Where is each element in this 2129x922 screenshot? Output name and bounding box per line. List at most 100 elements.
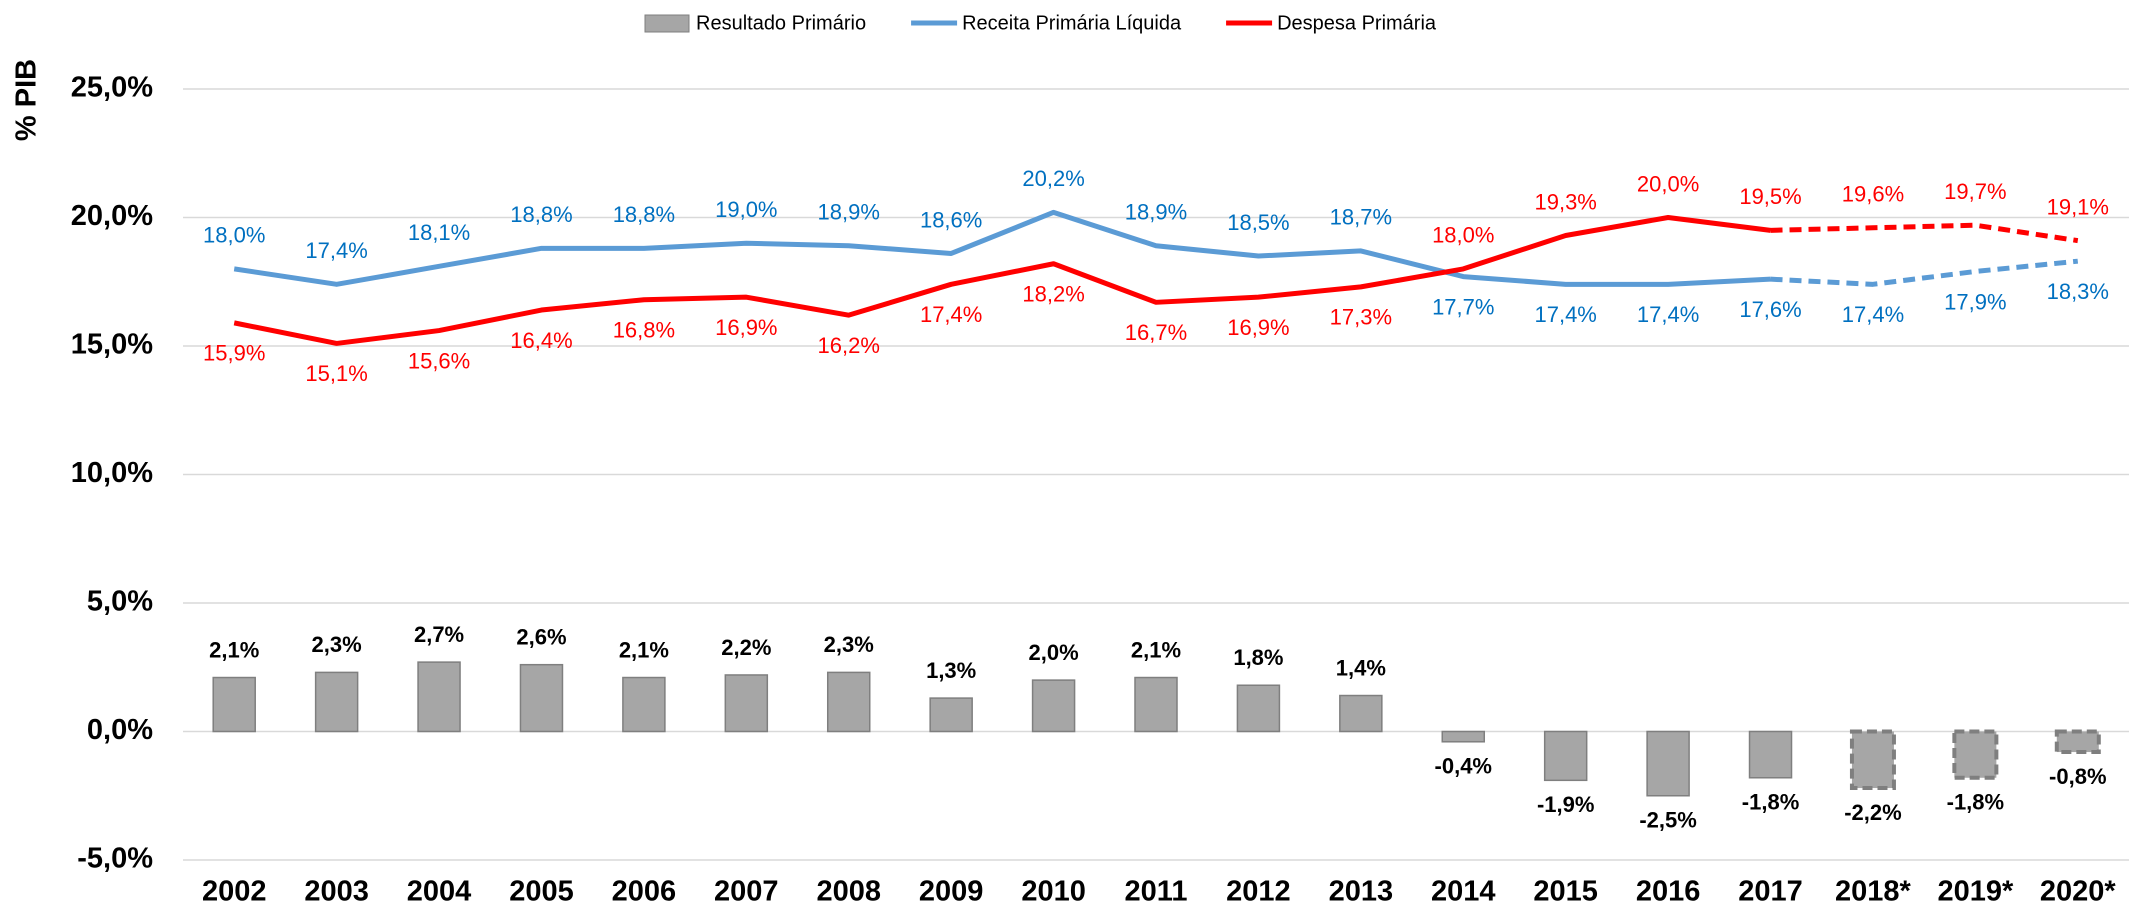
line-value-label: 19,7%: [1944, 179, 2006, 204]
y-tick-label: 25,0%: [71, 72, 153, 104]
y-tick-label: 5,0%: [87, 586, 153, 618]
bar: [519, 663, 564, 733]
x-tick-label: 2014: [1431, 876, 1496, 908]
x-tick-label: 2011: [1125, 876, 1188, 908]
x-tick-label: 2004: [407, 876, 472, 908]
bar-value-label: -0,8%: [2049, 764, 2106, 789]
bar: [929, 697, 973, 733]
bar-value-label: 1,8%: [1233, 645, 1283, 670]
line-value-label: 18,5%: [1227, 210, 1289, 235]
line-value-label: 18,8%: [510, 202, 572, 227]
x-tick-label: 2018*: [1835, 876, 1912, 908]
line-value-label: 18,0%: [1432, 223, 1494, 248]
line-value-label: 16,9%: [1227, 315, 1289, 340]
legend-swatch: [644, 14, 690, 33]
line-value-label: 19,3%: [1534, 189, 1596, 214]
bar-value-label: 1,4%: [1336, 655, 1386, 680]
bar-value-label: 2,3%: [824, 632, 874, 657]
line-value-label: 16,7%: [1125, 320, 1187, 345]
x-tick-label: 2010: [1021, 876, 1086, 908]
x-tick-label: 2006: [612, 876, 677, 908]
line-value-label: 18,1%: [408, 220, 470, 245]
line-value-label: 19,0%: [715, 197, 777, 222]
legend-label: Receita Primária Líquida: [962, 12, 1182, 34]
bar-value-label: 2,7%: [414, 622, 464, 647]
x-tick-label: 2002: [202, 876, 267, 908]
line-value-label: 15,9%: [203, 341, 265, 366]
bar: [1134, 676, 1178, 733]
line-value-label: 17,9%: [1944, 289, 2006, 314]
line-value-label: 19,6%: [1842, 182, 1904, 207]
bar: [622, 676, 666, 733]
bar-value-label: 1,3%: [926, 658, 976, 683]
line-value-label: 17,4%: [920, 302, 982, 327]
y-tick-label: 15,0%: [71, 329, 153, 361]
line-value-label: 17,7%: [1432, 294, 1494, 319]
bar: [1646, 730, 1690, 797]
line-value-label: 20,2%: [1022, 166, 1084, 191]
bar: [1849, 729, 1896, 791]
line-value-label: 17,4%: [1637, 302, 1699, 327]
bar-value-label: 2,1%: [1131, 637, 1181, 662]
bar: [417, 661, 461, 733]
y-tick-label: 20,0%: [71, 200, 153, 232]
x-tick-label: 2008: [816, 876, 881, 908]
bar-value-label: -1,8%: [1742, 790, 1799, 815]
line-value-label: 15,1%: [305, 361, 367, 386]
bar-value-label: 2,1%: [209, 637, 259, 662]
bar-value-label: 2,6%: [516, 624, 566, 649]
bar-value-label: -1,9%: [1537, 792, 1594, 817]
line-value-label: 18,2%: [1022, 282, 1084, 307]
bar: [1543, 730, 1588, 782]
line-value-label: 16,9%: [715, 315, 777, 340]
line-value-label: 18,6%: [920, 207, 982, 232]
bar: [1236, 684, 1281, 733]
line-value-label: 16,2%: [818, 333, 880, 358]
line-series-projected: [1770, 258, 2079, 287]
y-tick-label: 0,0%: [87, 714, 153, 746]
line-value-label: 16,8%: [613, 318, 675, 343]
line-value-label: 18,9%: [818, 200, 880, 225]
line-value-label: 17,4%: [1534, 302, 1596, 327]
line-value-label: 17,4%: [305, 238, 367, 263]
x-tick-label: 2017: [1738, 876, 1803, 908]
x-tick-label: 2013: [1329, 876, 1394, 908]
bar-value-label: 2,2%: [721, 635, 771, 660]
x-tick-label: 2016: [1636, 876, 1701, 908]
bar-value-label: -2,2%: [1844, 800, 1901, 825]
bar: [212, 676, 256, 733]
bar: [826, 671, 871, 733]
bar: [314, 671, 359, 733]
y-axis-label: % PIB: [11, 59, 43, 141]
bar: [724, 674, 769, 733]
line-value-label: 20,0%: [1637, 171, 1699, 196]
bar-value-label: -1,8%: [1947, 790, 2004, 815]
y-tick-label: -5,0%: [77, 843, 153, 875]
x-tick-label: 2003: [304, 876, 369, 908]
bar-value-label: 2,0%: [1029, 640, 1079, 665]
bar-value-label: -0,4%: [1435, 754, 1492, 779]
bar: [1339, 694, 1383, 733]
line-value-label: 17,6%: [1739, 297, 1801, 322]
line-value-label: 18,3%: [2047, 279, 2109, 304]
line-series: [233, 209, 1771, 287]
line-value-label: 19,5%: [1739, 184, 1801, 209]
x-tick-label: 2015: [1533, 876, 1598, 908]
bar: [1441, 730, 1486, 743]
bar: [1952, 729, 1999, 780]
line-value-label: 15,6%: [408, 348, 470, 373]
line-value-label: 18,0%: [203, 223, 265, 248]
bar-value-label: 2,3%: [312, 632, 362, 657]
x-tick-label: 2007: [714, 876, 779, 908]
legend-label: Resultado Primário: [696, 12, 866, 34]
x-tick-label: 2019*: [1937, 876, 2014, 908]
line-value-label: 17,4%: [1842, 302, 1904, 327]
line-series-projected: [1770, 222, 2079, 244]
line-value-label: 18,7%: [1330, 205, 1392, 230]
y-tick-label: 10,0%: [71, 457, 153, 489]
line-value-label: 16,4%: [510, 328, 572, 353]
bar: [2054, 729, 2101, 755]
line-value-label: 17,3%: [1330, 305, 1392, 330]
line-series: [233, 215, 1771, 346]
